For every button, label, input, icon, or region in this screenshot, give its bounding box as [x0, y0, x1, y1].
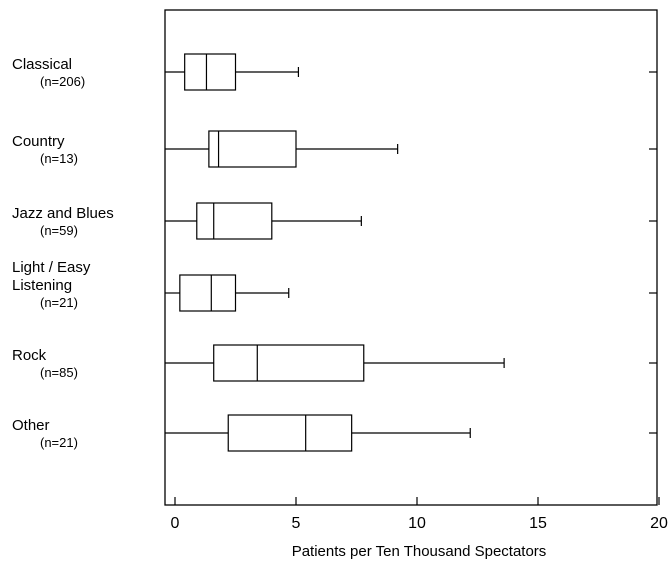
x-tick-label: 20 [650, 515, 668, 532]
x-tick-label: 5 [292, 515, 301, 532]
plot-frame [164, 9, 658, 506]
category-count: (n=21) [40, 295, 78, 310]
iqr-box [184, 53, 237, 91]
iqr-box [208, 130, 297, 168]
iqr-box [179, 274, 237, 312]
iqr-box [227, 414, 353, 452]
iqr-box [213, 344, 365, 382]
category-label: Jazz and Blues [12, 205, 114, 222]
iqr-box [196, 202, 273, 240]
category-count: (n=206) [40, 74, 85, 89]
category-label: Light / Easy [12, 259, 91, 276]
category-count: (n=85) [40, 365, 78, 380]
x-axis-ticks: 0 5 10 15 20 [171, 497, 668, 532]
category-label: Classical [12, 56, 72, 73]
category-label: Other [12, 417, 50, 434]
category-count: (n=59) [40, 223, 78, 238]
x-axis-title: Patients per Ten Thousand Spectators [292, 543, 547, 560]
category-label: Country [12, 133, 65, 150]
category-count: (n=21) [40, 435, 78, 450]
category-label: Rock [12, 347, 47, 364]
boxes-group [165, 53, 657, 452]
category-count: (n=13) [40, 151, 78, 166]
category-label: Listening [12, 277, 72, 294]
x-tick-label: 15 [529, 515, 547, 532]
category-labels: Classical(n=206) Country(n=13) Jazz and Bl… [12, 56, 114, 450]
x-tick-label: 0 [171, 515, 180, 532]
x-tick-label: 10 [408, 515, 426, 532]
